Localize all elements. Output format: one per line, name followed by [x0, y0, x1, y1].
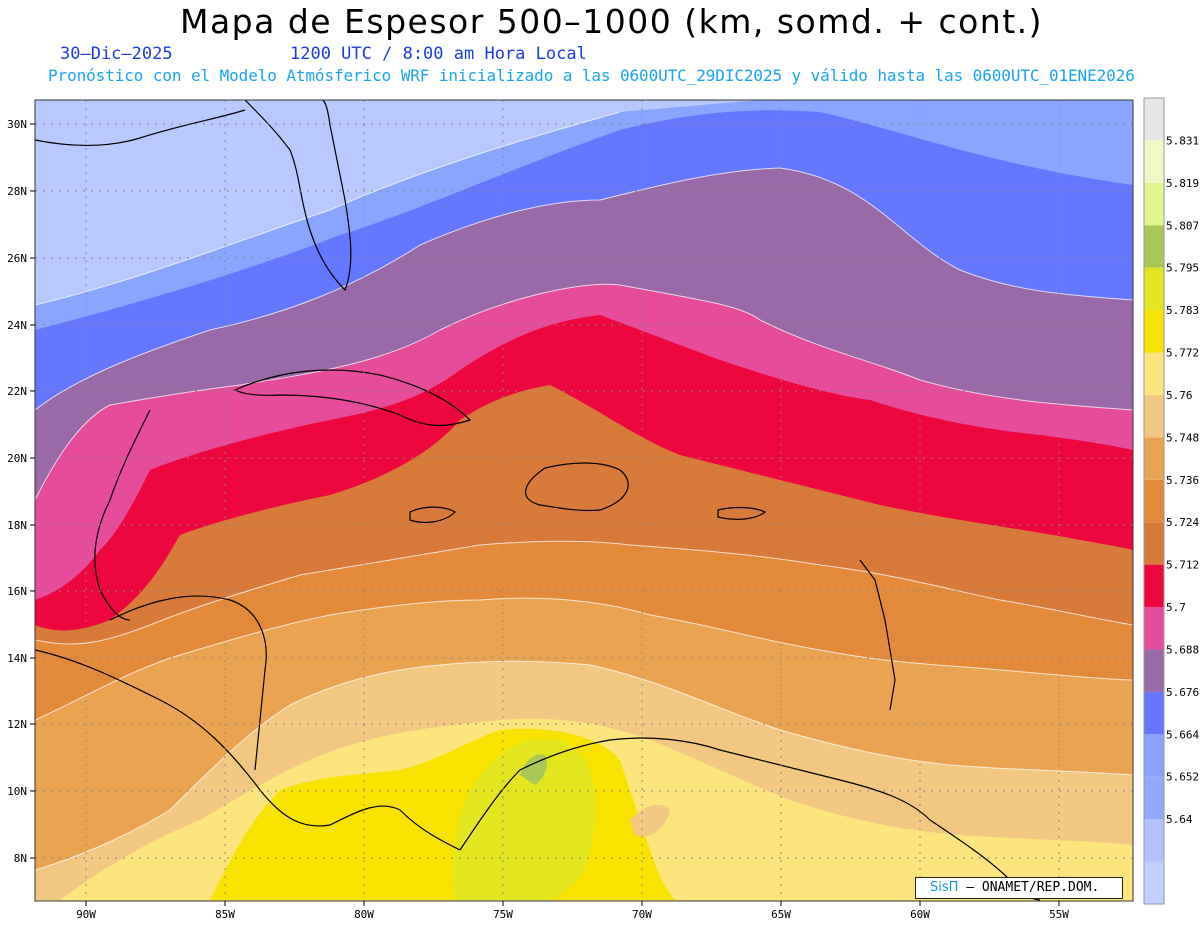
- legend-swatch: [1144, 564, 1164, 608]
- lat-axis: 30N 28N 26N 24N 22N 20N 18N 16N 14N 12N …: [7, 118, 35, 865]
- legend-label: 5.748: [1166, 431, 1199, 444]
- legend-swatch: [1144, 734, 1164, 777]
- legend-swatch: [1144, 267, 1164, 311]
- cuba-coast: [233, 369, 472, 426]
- legend-swatch: [1144, 140, 1164, 183]
- lon-axis: 90W 85W 80W 75W 70W 65W 60W 55W: [76, 901, 1069, 921]
- legend-swatch: [1144, 394, 1164, 438]
- lat-label: 24N: [7, 319, 27, 332]
- legend-label: 5.807: [1166, 219, 1199, 232]
- legend-label: 5.831: [1166, 134, 1199, 147]
- legend-label: 5.736: [1166, 474, 1199, 487]
- legend-swatch: [1144, 607, 1164, 650]
- legend-swatch: [1144, 310, 1164, 353]
- forecast-subtitle: Pronóstico con el Modelo Atmósferico WRF…: [48, 66, 1135, 85]
- map-title: Mapa de Espesor 500–1000 (km, somd. + co…: [179, 2, 1044, 41]
- puertorico-coast: [717, 506, 767, 520]
- lat-label: 28N: [7, 185, 27, 198]
- gulf-coast: [35, 109, 246, 147]
- forecast-time: 1200 UTC / 8:00 am Hora Local: [290, 44, 587, 64]
- legend-swatch: [1144, 225, 1164, 268]
- legend-swatch: [1144, 861, 1164, 904]
- lat-label: 8N: [14, 852, 27, 865]
- credit-box: SisΠ – ONAMET/REP.DOM.: [915, 877, 1123, 899]
- south-america-coast: [459, 737, 931, 851]
- legend-label: 5.676: [1166, 686, 1199, 699]
- jamaica-coast: [409, 506, 456, 523]
- lon-label: 90W: [76, 908, 96, 921]
- credit-brand: SisΠ: [930, 880, 959, 895]
- forecast-date: 30–Dic–2025: [60, 44, 173, 64]
- lon-label: 80W: [354, 908, 374, 921]
- lat-label: 16N: [7, 585, 27, 598]
- florida-coast: [244, 100, 352, 292]
- lesser-antilles: [859, 559, 896, 711]
- lon-label: 60W: [910, 908, 930, 921]
- legend-label: 5.688: [1166, 643, 1199, 656]
- legend-label: 5.7: [1166, 601, 1186, 614]
- contour-fill: [35, 100, 1133, 901]
- legend-swatch: [1144, 479, 1164, 523]
- legend-label: 5.652: [1166, 771, 1199, 784]
- legend-swatch: [1144, 691, 1164, 735]
- lon-label: 55W: [1049, 908, 1069, 921]
- lon-label: 65W: [771, 908, 791, 921]
- legend-swatch: [1144, 819, 1164, 862]
- legend-swatch: [1144, 522, 1164, 565]
- lat-label: 10N: [7, 785, 27, 798]
- yucatan-coast: [94, 409, 151, 621]
- lon-label: 70W: [632, 908, 652, 921]
- color-scale-legend: 5.64 5.652 5.664 5.676 5.688 5.7 5.712 5.724 5.7…: [1143, 97, 1199, 905]
- legend-swatch: [1144, 182, 1164, 226]
- lon-label: 75W: [493, 908, 513, 921]
- legend-swatch: [1144, 98, 1164, 141]
- legend-label: 5.819: [1166, 177, 1199, 190]
- lon-label: 85W: [215, 908, 235, 921]
- lat-label: 20N: [7, 452, 27, 465]
- legend-label: 5.664: [1166, 728, 1199, 741]
- legend-swatch: [1144, 352, 1164, 395]
- legend-frame: [1143, 97, 1165, 905]
- legend-label: 5.76: [1166, 389, 1193, 402]
- legend-swatch: [1144, 776, 1164, 820]
- credit-text: – ONAMET/REP.DOM.: [966, 880, 1100, 895]
- lat-label: 30N: [7, 118, 27, 131]
- lat-label: 14N: [7, 652, 27, 665]
- legend-label: 5.724: [1166, 516, 1199, 529]
- legend-swatch: [1144, 649, 1164, 692]
- legend-label: 5.795: [1166, 262, 1199, 275]
- lat-label: 22N: [7, 385, 27, 398]
- legend-label: 5.783: [1166, 304, 1199, 317]
- map-frame: [34, 99, 1134, 902]
- legend-label: 5.64: [1166, 813, 1193, 826]
- lat-label: 18N: [7, 519, 27, 532]
- central-america-coast: [35, 649, 461, 851]
- hispaniola-coast: [525, 462, 629, 512]
- legend-label: 5.712: [1166, 559, 1199, 572]
- lat-label: 26N: [7, 252, 27, 265]
- graticule: [35, 100, 1133, 901]
- legend-label: 5.772: [1166, 347, 1199, 360]
- legend-swatch: [1144, 437, 1164, 480]
- honduras-coast: [109, 595, 267, 771]
- lat-label: 12N: [7, 718, 27, 731]
